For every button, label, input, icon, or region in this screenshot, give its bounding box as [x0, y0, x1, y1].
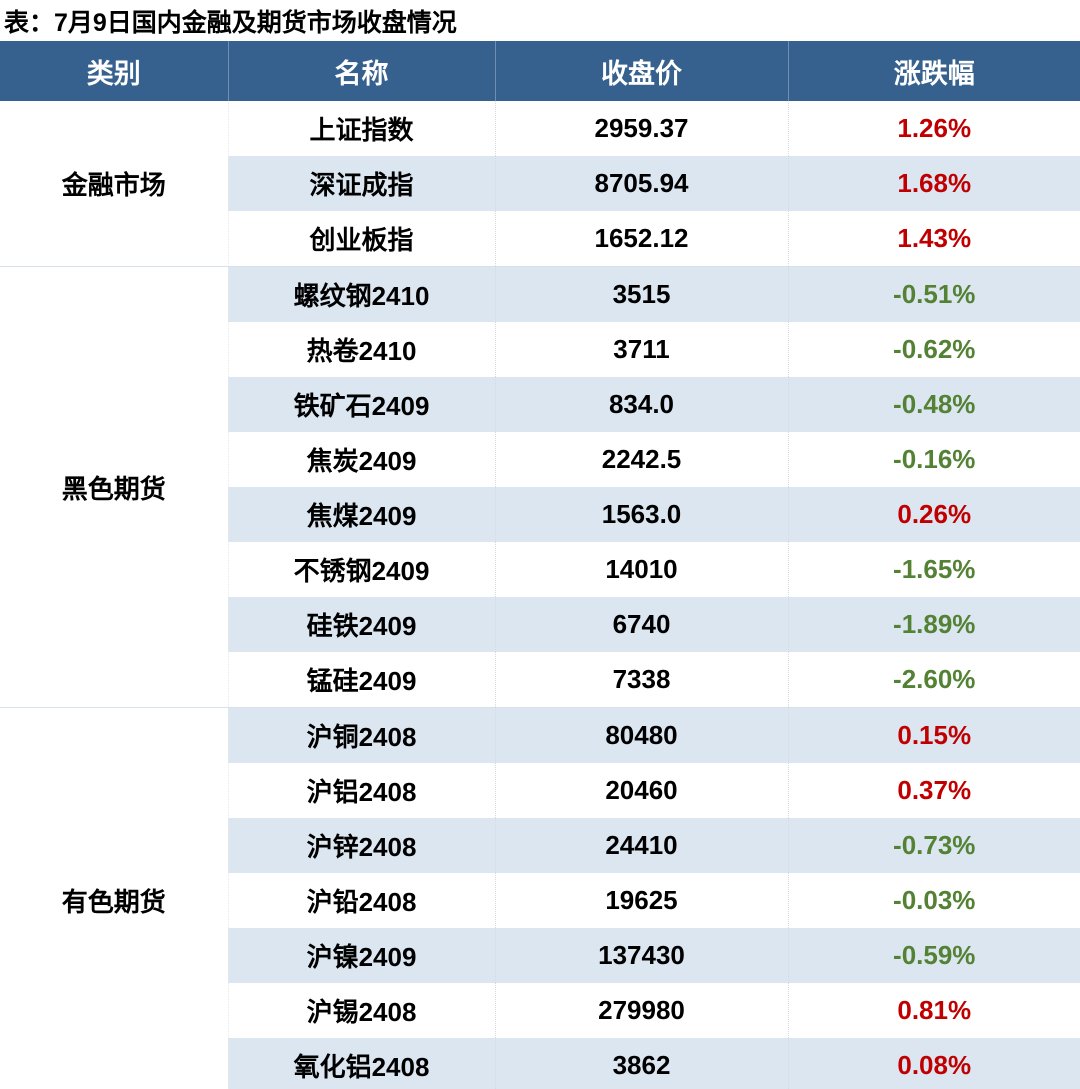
close-price-cell: 3515 [494, 266, 788, 322]
change-cell: 0.81% [787, 983, 1080, 1038]
header-close-price: 收盘价 [494, 41, 788, 101]
change-cell: -0.59% [787, 928, 1080, 983]
close-price-cell: 3862 [494, 1038, 788, 1089]
header-row: 类别 名称 收盘价 涨跌幅 [0, 41, 1080, 101]
change-cell: -0.16% [787, 432, 1080, 487]
close-price-cell: 2242.5 [494, 432, 788, 487]
close-price-cell: 7338 [494, 652, 788, 708]
table-row: 锰硅2409 7338 -2.60% [0, 652, 1080, 708]
table-header: 类别 名称 收盘价 涨跌幅 [0, 41, 1080, 101]
table-row: 沪锡2408 279980 0.81% [0, 983, 1080, 1038]
table-row: 金融市场 上证指数 2959.37 1.26% [0, 101, 1080, 267]
close-price-cell: 2959.37 [494, 101, 788, 156]
close-price-cell: 14010 [494, 542, 788, 597]
name-cell: 沪铝2408 [227, 763, 495, 818]
name-cell: 铁矿石2409 [227, 377, 495, 432]
name-cell: 螺纹钢2410 [227, 266, 495, 322]
close-price-cell: 137430 [494, 928, 788, 983]
name-cell: 上证指数 [227, 101, 495, 156]
close-price-cell: 3711 [494, 322, 788, 377]
name-cell: 硅铁2409 [227, 597, 495, 652]
close-price-cell: 19625 [494, 873, 788, 928]
header-category: 类别 [0, 41, 228, 101]
table-title: 表：7月9日国内金融及期货市场收盘情况 [4, 8, 457, 37]
name-cell: 锰硅2409 [227, 652, 495, 708]
close-price-cell: 1652.12 [494, 211, 788, 267]
close-price-cell: 8705.94 [494, 156, 788, 211]
header-change: 涨跌幅 [787, 41, 1080, 101]
close-price-cell: 20460 [494, 763, 788, 818]
table-row: 焦炭2409 2242.5 -0.16% [0, 432, 1080, 487]
change-cell: -0.62% [787, 322, 1080, 377]
change-cell: -2.60% [787, 652, 1080, 708]
table-row: 创业板指 1652.12 1.43% [0, 211, 1080, 267]
header-name: 名称 [227, 41, 495, 101]
close-price-cell: 1563.0 [494, 487, 788, 542]
change-cell: 1.43% [787, 211, 1080, 267]
name-cell: 不锈钢2409 [227, 542, 495, 597]
name-cell: 氧化铝2408 [227, 1038, 495, 1089]
table-row: 有色期货 沪铜2408 80480 0.15% [0, 707, 1080, 1089]
change-cell: -0.73% [787, 818, 1080, 873]
name-cell: 沪镍2409 [227, 928, 495, 983]
name-cell: 焦煤2409 [227, 487, 495, 542]
table-row: 不锈钢2409 14010 -1.65% [0, 542, 1080, 597]
name-cell: 深证成指 [227, 156, 495, 211]
close-price-cell: 80480 [494, 707, 788, 763]
change-cell: -1.65% [787, 542, 1080, 597]
close-price-cell: 279980 [494, 983, 788, 1038]
name-cell: 热卷2410 [227, 322, 495, 377]
category-cell: 有色期货 [0, 707, 228, 1089]
close-price-cell: 24410 [494, 818, 788, 873]
close-price-cell: 834.0 [494, 377, 788, 432]
change-cell: 0.15% [787, 707, 1080, 763]
change-cell: 1.68% [787, 156, 1080, 211]
change-cell: -0.51% [787, 266, 1080, 322]
change-cell: -0.03% [787, 873, 1080, 928]
change-cell: 1.26% [787, 101, 1080, 156]
change-cell: -0.48% [787, 377, 1080, 432]
category-cell: 黑色期货 [0, 266, 228, 708]
table-row: 黑色期货 螺纹钢2410 3515 -0.51% [0, 266, 1080, 708]
name-cell: 沪锌2408 [227, 818, 495, 873]
name-cell: 创业板指 [227, 211, 495, 267]
change-cell: 0.26% [787, 487, 1080, 542]
table-body: 金融市场 上证指数 2959.37 1.26% 深证成指 8705.94 1.6… [0, 101, 1080, 1089]
table-row: 热卷2410 3711 -0.62% [0, 322, 1080, 377]
table-row: 深证成指 8705.94 1.68% [0, 156, 1080, 211]
close-price-cell: 6740 [494, 597, 788, 652]
name-cell: 沪铅2408 [227, 873, 495, 928]
name-cell: 沪锡2408 [227, 983, 495, 1038]
category-cell: 金融市场 [0, 101, 228, 267]
market-closing-table: 类别 名称 收盘价 涨跌幅 金融市场 上证指数 2959.37 1.26% 深证… [0, 41, 1080, 1089]
table-row: 沪铝2408 20460 0.37% [0, 763, 1080, 818]
change-cell: 0.37% [787, 763, 1080, 818]
name-cell: 焦炭2409 [227, 432, 495, 487]
change-cell: -1.89% [787, 597, 1080, 652]
name-cell: 沪铜2408 [227, 707, 495, 763]
table-row: 沪铅2408 19625 -0.03% [0, 873, 1080, 928]
change-cell: 0.08% [787, 1038, 1080, 1089]
